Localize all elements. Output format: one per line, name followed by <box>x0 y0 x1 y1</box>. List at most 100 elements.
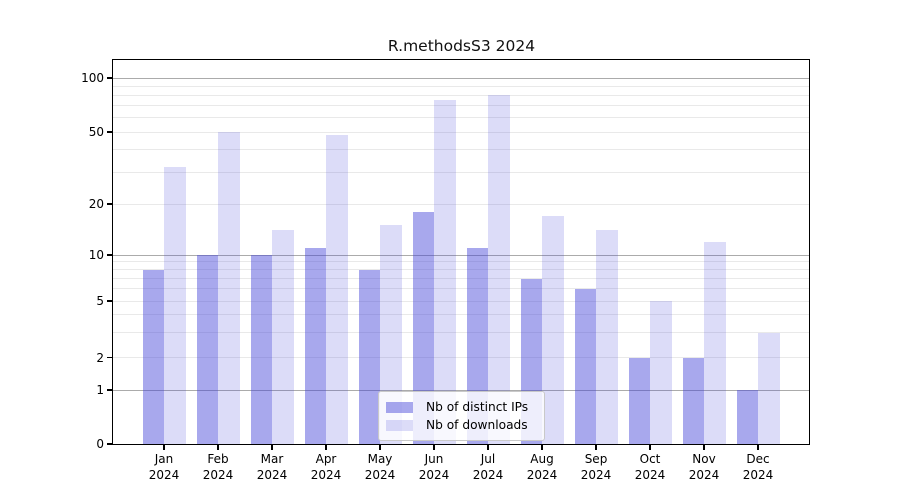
bar-distinct-ips-Dec <box>736 390 758 444</box>
x-tick-year-Nov: 2024 <box>688 467 720 482</box>
x-tick-Mar <box>271 445 273 450</box>
y-tick-label-20: 20 <box>88 197 104 211</box>
bar-downloads-Aug <box>542 215 564 444</box>
gridline-minor-50 <box>113 131 809 133</box>
gridline-minor-3 <box>113 331 809 333</box>
bar-downloads-Nov <box>704 241 726 444</box>
x-tick-Feb <box>217 445 219 450</box>
plot-area <box>112 59 810 445</box>
y-tick-0 <box>107 443 112 445</box>
bar-downloads-Mar <box>272 230 294 444</box>
bar-distinct-ips-Sep <box>574 288 596 444</box>
x-tick-year-Jun: 2024 <box>418 467 450 482</box>
x-tick-year-Oct: 2024 <box>634 467 666 482</box>
legend: Nb of distinct IPs Nb of downloads <box>378 391 545 441</box>
bar-distinct-ips-Oct <box>628 357 650 444</box>
y-tick-1 <box>107 389 112 391</box>
y-tick-20 <box>107 203 112 205</box>
gridline-minor-8 <box>113 269 809 271</box>
y-tick-5 <box>107 300 112 302</box>
y-tick-50 <box>107 131 112 133</box>
x-tick-year-Feb: 2024 <box>202 467 234 482</box>
bar-downloads-Jun <box>434 100 456 444</box>
x-tick-year-May: 2024 <box>364 467 396 482</box>
x-tick-May <box>379 445 381 450</box>
gridline-major-10 <box>113 254 809 256</box>
y-tick-label-2: 2 <box>96 350 104 365</box>
chart-title: R.methodsS3 2024 <box>387 37 536 55</box>
gridline-minor-7 <box>113 278 809 280</box>
bar-downloads-Feb <box>218 132 240 444</box>
y-tick-10 <box>107 254 112 256</box>
gridline-major-100 <box>113 77 809 79</box>
x-tick-year-Apr: 2024 <box>310 467 342 482</box>
gridline-minor-6 <box>113 288 809 290</box>
x-tick-label-Mar: Mar 2024 <box>240 452 304 483</box>
x-tick-label-Aug: Aug 2024 <box>510 452 574 483</box>
bar-downloads-May <box>380 225 402 444</box>
gridline-minor-5 <box>113 300 809 302</box>
gridline-minor-2 <box>113 357 809 358</box>
gridline-minor-40 <box>113 149 809 151</box>
gridline-major-1 <box>113 389 809 391</box>
x-tick-year-Jan: 2024 <box>148 467 180 482</box>
x-tick-Aug <box>541 445 543 450</box>
y-tick-label-0: 0 <box>96 437 104 451</box>
legend-swatch-distinct-ips <box>386 401 413 413</box>
bar-distinct-ips-Jun <box>412 211 434 444</box>
gridline-minor-70 <box>113 105 809 107</box>
y-tick-100 <box>107 77 112 79</box>
x-tick-label-Jan: Jan 2024 <box>132 452 196 483</box>
x-tick-label-Feb: Feb 2024 <box>186 452 250 483</box>
bar-distinct-ips-Jan <box>142 269 164 444</box>
x-tick-Jul <box>487 445 489 450</box>
y-tick-2 <box>107 356 112 359</box>
bar-distinct-ips-May <box>358 269 380 444</box>
bar-distinct-ips-Apr <box>304 248 326 444</box>
bar-downloads-Dec <box>758 332 780 444</box>
bar-distinct-ips-Feb <box>196 255 218 444</box>
gridline-minor-4 <box>113 314 809 316</box>
y-tick-label-50: 50 <box>88 125 104 139</box>
legend-item-downloads: Nb of downloads <box>386 416 536 434</box>
bar-downloads-Apr <box>326 135 348 444</box>
x-tick-label-May: May 2024 <box>348 452 412 483</box>
x-tick-Jun <box>433 445 435 450</box>
bar-downloads-Jul <box>488 95 510 444</box>
x-tick-Jan <box>163 445 165 450</box>
bar-downloads-Sep <box>596 230 618 444</box>
x-tick-year-Mar: 2024 <box>256 467 288 482</box>
y-tick-label-10: 10 <box>88 248 104 262</box>
y-tick-label-1: 1 <box>96 383 104 397</box>
gridline-minor-9 <box>113 261 809 263</box>
legend-item-distinct-ips: Nb of distinct IPs <box>386 398 536 416</box>
x-tick-Dec <box>757 445 759 450</box>
x-tick-label-Sep: Sep 2024 <box>564 452 628 483</box>
bar-downloads-Oct <box>650 301 672 444</box>
x-tick-label-Jul: Jul 2024 <box>456 452 520 483</box>
legend-label-downloads: Nb of downloads <box>426 418 528 432</box>
x-tick-Apr <box>325 445 327 450</box>
legend-label-distinct-ips: Nb of distinct IPs <box>426 400 529 414</box>
x-tick-label-Dec: Dec 2024 <box>726 452 790 483</box>
x-tick-year-Aug: 2024 <box>526 467 558 482</box>
x-tick-label-Nov: Nov 2024 <box>672 452 736 483</box>
x-tick-year-Jul: 2024 <box>472 467 504 482</box>
legend-swatch-downloads <box>386 419 413 431</box>
x-tick-label-Oct: Oct 2024 <box>618 452 682 483</box>
bar-distinct-ips-Nov <box>682 357 704 444</box>
y-tick-label-5: 5 <box>96 294 104 308</box>
x-tick-label-Jun: Jun 2024 <box>402 452 466 483</box>
x-tick-year-Dec: 2024 <box>742 467 774 482</box>
x-tick-Nov <box>703 445 705 450</box>
gridline-minor-30 <box>113 171 809 173</box>
bar-downloads-Jan <box>164 167 186 444</box>
x-tick-year-Sep: 2024 <box>580 467 612 482</box>
gridline-minor-90 <box>113 85 809 87</box>
gridline-minor-60 <box>113 117 809 119</box>
bar-distinct-ips-Mar <box>250 255 272 444</box>
y-tick-label-100: 100 <box>81 71 104 85</box>
gridline-minor-20 <box>113 203 809 205</box>
x-tick-Oct <box>649 445 651 450</box>
gridline-minor-80 <box>113 94 809 96</box>
